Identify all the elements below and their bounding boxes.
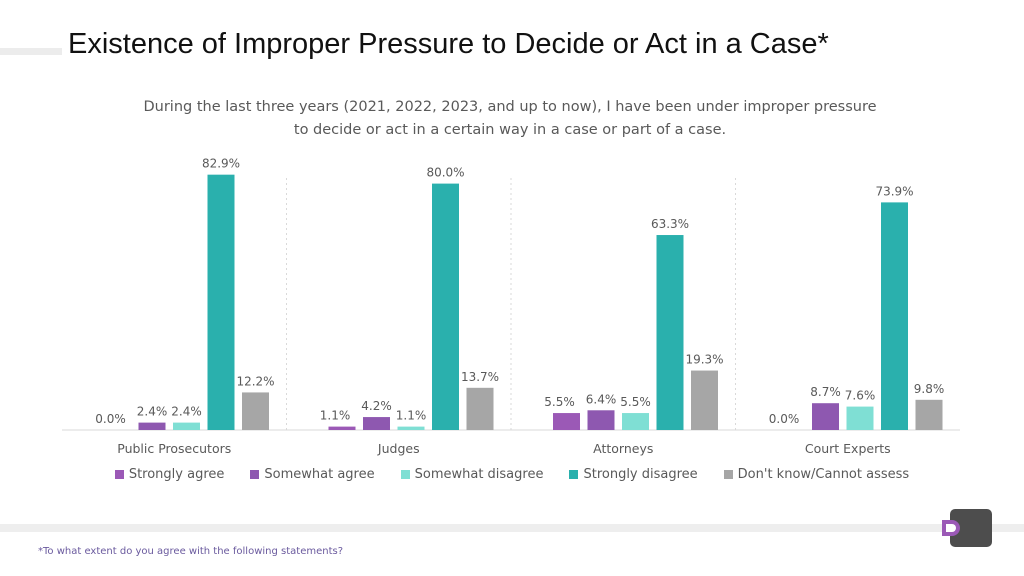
data-label: 1.1% — [320, 409, 351, 423]
data-label: 5.5% — [620, 395, 651, 409]
bar — [363, 417, 390, 430]
bar — [846, 406, 874, 430]
bar — [656, 235, 684, 430]
data-label: 12.2% — [236, 374, 274, 388]
data-label: 73.9% — [875, 184, 913, 198]
legend-label-somewhat-agree: Somewhat agree — [264, 467, 375, 482]
legend-item-somewhat-agree: Somewhat agree — [250, 467, 375, 482]
bar-chart: 0.0% 2.4% 2.4% 82.9% 12.2% Public Prosecutors… — [62, 157, 960, 456]
data-label: 4.2% — [361, 399, 392, 413]
legend-label-strongly-agree: Strongly agree — [128, 467, 225, 482]
bar — [553, 413, 580, 430]
legend-label-dont-know: Don't know/Cannot assess — [737, 467, 910, 482]
bar — [173, 422, 200, 430]
category-tick-label: Judges — [377, 441, 420, 456]
legend-label-strongly-disagree: Strongly disagree — [583, 467, 698, 482]
data-label: 0.0% — [769, 412, 800, 426]
data-label: 2.4% — [137, 405, 168, 419]
data-label: 9.8% — [914, 382, 945, 396]
data-label: 82.9% — [202, 157, 240, 171]
legend-item-strongly-disagree: Strongly disagree — [569, 467, 698, 482]
footnote: *To what extent do you agree with the fo… — [38, 546, 344, 557]
data-label: 63.3% — [651, 217, 689, 231]
footer-bar — [0, 524, 1024, 532]
bar — [138, 422, 166, 430]
bar — [207, 174, 235, 430]
bar — [328, 426, 356, 430]
bar — [915, 399, 943, 430]
legend-item-strongly-agree: Strongly agree — [114, 467, 225, 482]
chart-legend: Strongly agree Somewhat agree Somewhat d… — [0, 467, 1024, 482]
data-label: 8.7% — [810, 385, 841, 399]
category-tick-label: Court Experts — [805, 441, 891, 456]
page-title: Existence of Improper Pressure to Decide… — [68, 28, 829, 60]
legend-item-dont-know: Don't know/Cannot assess — [723, 467, 910, 482]
data-label: 1.1% — [396, 409, 427, 423]
bar — [622, 413, 649, 430]
brand-logo-icon — [942, 509, 992, 547]
bar — [812, 403, 839, 430]
legend-swatch-somewhat-agree — [250, 470, 260, 479]
category-tick-label: Public Prosecutors — [117, 441, 231, 456]
chart-subtitle-line-2: to decide or act in a certain way in a c… — [293, 122, 727, 138]
data-label: 5.5% — [544, 395, 575, 409]
data-label: 19.3% — [685, 353, 723, 367]
legend-swatch-somewhat-disagree — [400, 470, 410, 479]
legend-item-somewhat-disagree: Somewhat disagree — [400, 467, 544, 482]
data-label: 80.0% — [426, 166, 464, 180]
data-label: 7.6% — [845, 389, 876, 403]
chart-subtitle-line-1: During the last three years (2021, 2022,… — [143, 99, 877, 115]
data-label: 0.0% — [95, 412, 126, 426]
decorative-stripe — [0, 48, 62, 55]
bar — [881, 202, 908, 430]
bar — [691, 370, 718, 430]
data-label: 6.4% — [586, 392, 617, 406]
bar — [466, 387, 494, 430]
chart-subtitle: During the last three years (2021, 2022,… — [110, 96, 910, 142]
legend-swatch-strongly-agree — [114, 470, 124, 479]
legend-label-somewhat-disagree: Somewhat disagree — [414, 467, 544, 482]
data-label: 13.7% — [461, 370, 499, 384]
bar — [432, 183, 459, 430]
bar — [242, 392, 269, 430]
bar — [587, 410, 615, 430]
data-label: 2.4% — [171, 405, 202, 419]
legend-swatch-strongly-disagree — [569, 470, 579, 479]
bar — [397, 426, 425, 430]
category-tick-label: Attorneys — [593, 441, 653, 456]
legend-swatch-dont-know — [723, 470, 733, 479]
